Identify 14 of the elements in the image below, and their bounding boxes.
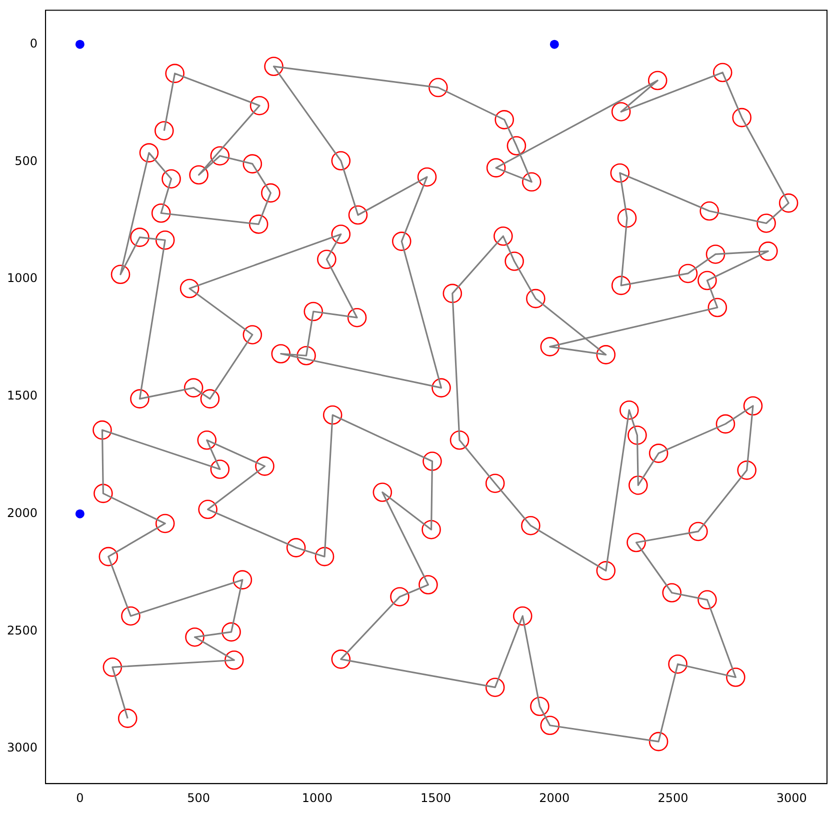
x-tick-label: 2000	[539, 790, 570, 805]
x-tick-label: 1500	[420, 790, 452, 805]
y-tick-label: 2500	[6, 623, 38, 638]
y-tick-label: 1500	[6, 388, 38, 403]
y-tick-label: 3000	[6, 740, 38, 755]
y-tick-label: 2000	[6, 506, 38, 520]
x-tick-label: 0	[76, 790, 84, 805]
y-tick-label: 0	[30, 36, 38, 50]
x-tick-label: 500	[187, 790, 210, 805]
x-tick-label: 3000	[776, 790, 807, 805]
y-tick-label: 500	[14, 154, 38, 168]
x-tick-label: 2500	[658, 790, 688, 805]
x-tick-label: 1000	[302, 790, 332, 805]
y-tick-label: 1000	[6, 271, 38, 286]
